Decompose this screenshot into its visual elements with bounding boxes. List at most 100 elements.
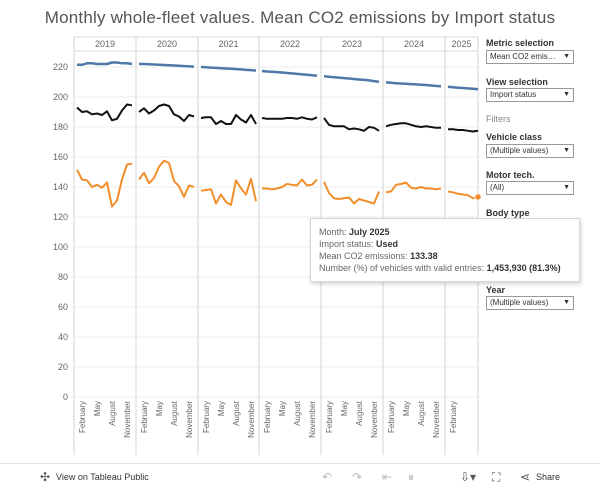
series-line-middle-2022 [261, 116, 318, 121]
chart-series [76, 61, 482, 208]
metric-selection-label: Metric selection [486, 38, 555, 48]
series-line-top-2021 [200, 65, 257, 72]
data-tooltip: Month: July 2025 Import status: Used Mea… [310, 218, 580, 282]
x-month-label: May [278, 401, 287, 416]
x-month-label: August [108, 400, 117, 426]
y-tick-label: 100 [53, 242, 68, 252]
y-tick-label: 200 [53, 92, 68, 102]
y-tick-label: 220 [53, 62, 68, 72]
x-month-label: November [185, 401, 194, 438]
motor-tech-label: Motor tech. [486, 170, 535, 180]
vehicle-class-label: Vehicle class [486, 132, 543, 142]
x-month-label: August [417, 400, 426, 426]
series-line-middle-2021 [200, 114, 257, 125]
series-line-used-2024 [385, 181, 442, 194]
series-line-used-2019 [76, 162, 133, 208]
year-header-label: 2023 [342, 39, 362, 49]
y-tick-label: 60 [58, 302, 68, 312]
year-header-label: 2021 [218, 39, 238, 49]
x-month-label: February [263, 401, 272, 433]
y-axis: 0 20 40 60 80 100 120 140 160 180 200 220 [53, 62, 68, 402]
x-month-label: August [232, 400, 241, 426]
download-icon[interactable]: ⇩▾ [460, 470, 477, 484]
tooltip-import-status: Import status: Used [319, 239, 399, 249]
motor-tech-dropdown[interactable]: (All) ▼ [486, 181, 574, 195]
series-line-middle-2025 [448, 128, 479, 133]
year-header-label: 2019 [95, 39, 115, 49]
metric-selection-dropdown[interactable]: Mean CO2 emiss... ▼ [486, 50, 574, 64]
tableau-toolbar: ✣ View on Tableau Public ↶ ↷ ⇤ ⏸ ⇩▾ ⛶ ⋖ … [0, 463, 600, 494]
tooltip-month: Month: July 2025 [319, 227, 390, 237]
series-line-top-2020 [139, 62, 195, 68]
x-month-label: May [217, 401, 226, 416]
view-selection-dropdown[interactable]: Import status ▼ [486, 88, 574, 102]
series-line-middle-2023 [323, 117, 380, 132]
y-tick-label: 180 [53, 122, 68, 132]
motor-tech-value: (All) [490, 183, 505, 192]
year-header-label: 2025 [451, 39, 471, 49]
fullscreen-icon[interactable]: ⛶ [492, 470, 501, 484]
filters-label: Filters [486, 114, 511, 124]
series-line-used-2023 [323, 181, 380, 205]
x-month-label: August [293, 400, 302, 426]
tooltip-number: Number (%) of vehicles with valid entrie… [319, 263, 561, 273]
year-value: (Multiple values) [490, 298, 549, 307]
x-month-label: November [432, 401, 441, 438]
series-line-used-2025 [447, 190, 479, 200]
chevron-down-icon: ▼ [563, 91, 570, 98]
chart-title: Monthly whole-fleet values. Mean CO2 emi… [44, 8, 556, 27]
tableau-logo-icon: ✣ [40, 470, 51, 484]
tooltip-mean: Mean CO2 emissions: 133.38 [319, 251, 438, 261]
x-month-label: May [402, 401, 411, 416]
y-tick-label: 20 [58, 362, 68, 372]
y-tick-label: 160 [53, 152, 68, 162]
series-line-top-2023 [323, 75, 380, 83]
share-button[interactable]: Share [536, 472, 561, 482]
redo-icon[interactable]: ↷ [352, 470, 363, 484]
x-month-label: February [449, 401, 458, 433]
series-line-top-2024 [385, 81, 442, 88]
x-month-label: May [93, 401, 102, 416]
year-header-label: 2024 [404, 39, 424, 49]
year-headers: 2019 2020 2021 2022 2023 2024 2025 [74, 36, 478, 52]
chevron-down-icon: ▼ [563, 53, 570, 60]
series-line-top-2025 [447, 85, 479, 91]
x-month-label: February [202, 401, 211, 433]
x-month-label: November [123, 401, 132, 438]
year-header-label: 2020 [157, 39, 177, 49]
undo-icon[interactable]: ↶ [322, 470, 333, 484]
x-month-label: November [308, 401, 317, 438]
x-month-label: May [340, 401, 349, 416]
series-line-used-2021 [200, 177, 257, 206]
vehicle-class-value: (Multiple values) [490, 146, 549, 155]
chevron-down-icon: ▼ [563, 184, 570, 191]
y-tick-label: 120 [53, 212, 68, 222]
x-month-label: November [370, 401, 379, 438]
view-selection-label: View selection [486, 77, 548, 87]
year-header-label: 2022 [280, 39, 300, 49]
year-label: Year [486, 285, 506, 295]
series-line-top-2022 [261, 69, 318, 77]
highlighted-data-point [474, 193, 482, 201]
metric-selection-value: Mean CO2 emiss... [490, 52, 558, 61]
share-icon[interactable]: ⋖ [520, 470, 531, 484]
series-line-top-2019 [77, 61, 133, 67]
x-month-label: February [78, 401, 87, 433]
year-dropdown[interactable]: (Multiple values) ▼ [486, 296, 574, 310]
pause-icon[interactable]: ⏸ [408, 470, 415, 484]
x-month-label: November [247, 401, 256, 438]
chevron-down-icon: ▼ [563, 147, 570, 154]
y-tick-label: 80 [58, 272, 68, 282]
x-month-label: February [325, 401, 334, 433]
view-on-tableau-link[interactable]: View on Tableau Public [56, 472, 149, 482]
vehicle-class-dropdown[interactable]: (Multiple values) ▼ [486, 144, 574, 158]
y-tick-label: 140 [53, 182, 68, 192]
revert-icon[interactable]: ⇤ [382, 470, 393, 484]
body-type-label: Body type [486, 208, 530, 218]
x-month-label: August [355, 400, 364, 426]
series-line-middle-2020 [138, 103, 195, 122]
y-tick-label: 0 [63, 392, 68, 402]
series-line-middle-2024 [385, 122, 441, 129]
x-month-label: August [170, 400, 179, 426]
series-line-used-2020 [138, 159, 195, 198]
